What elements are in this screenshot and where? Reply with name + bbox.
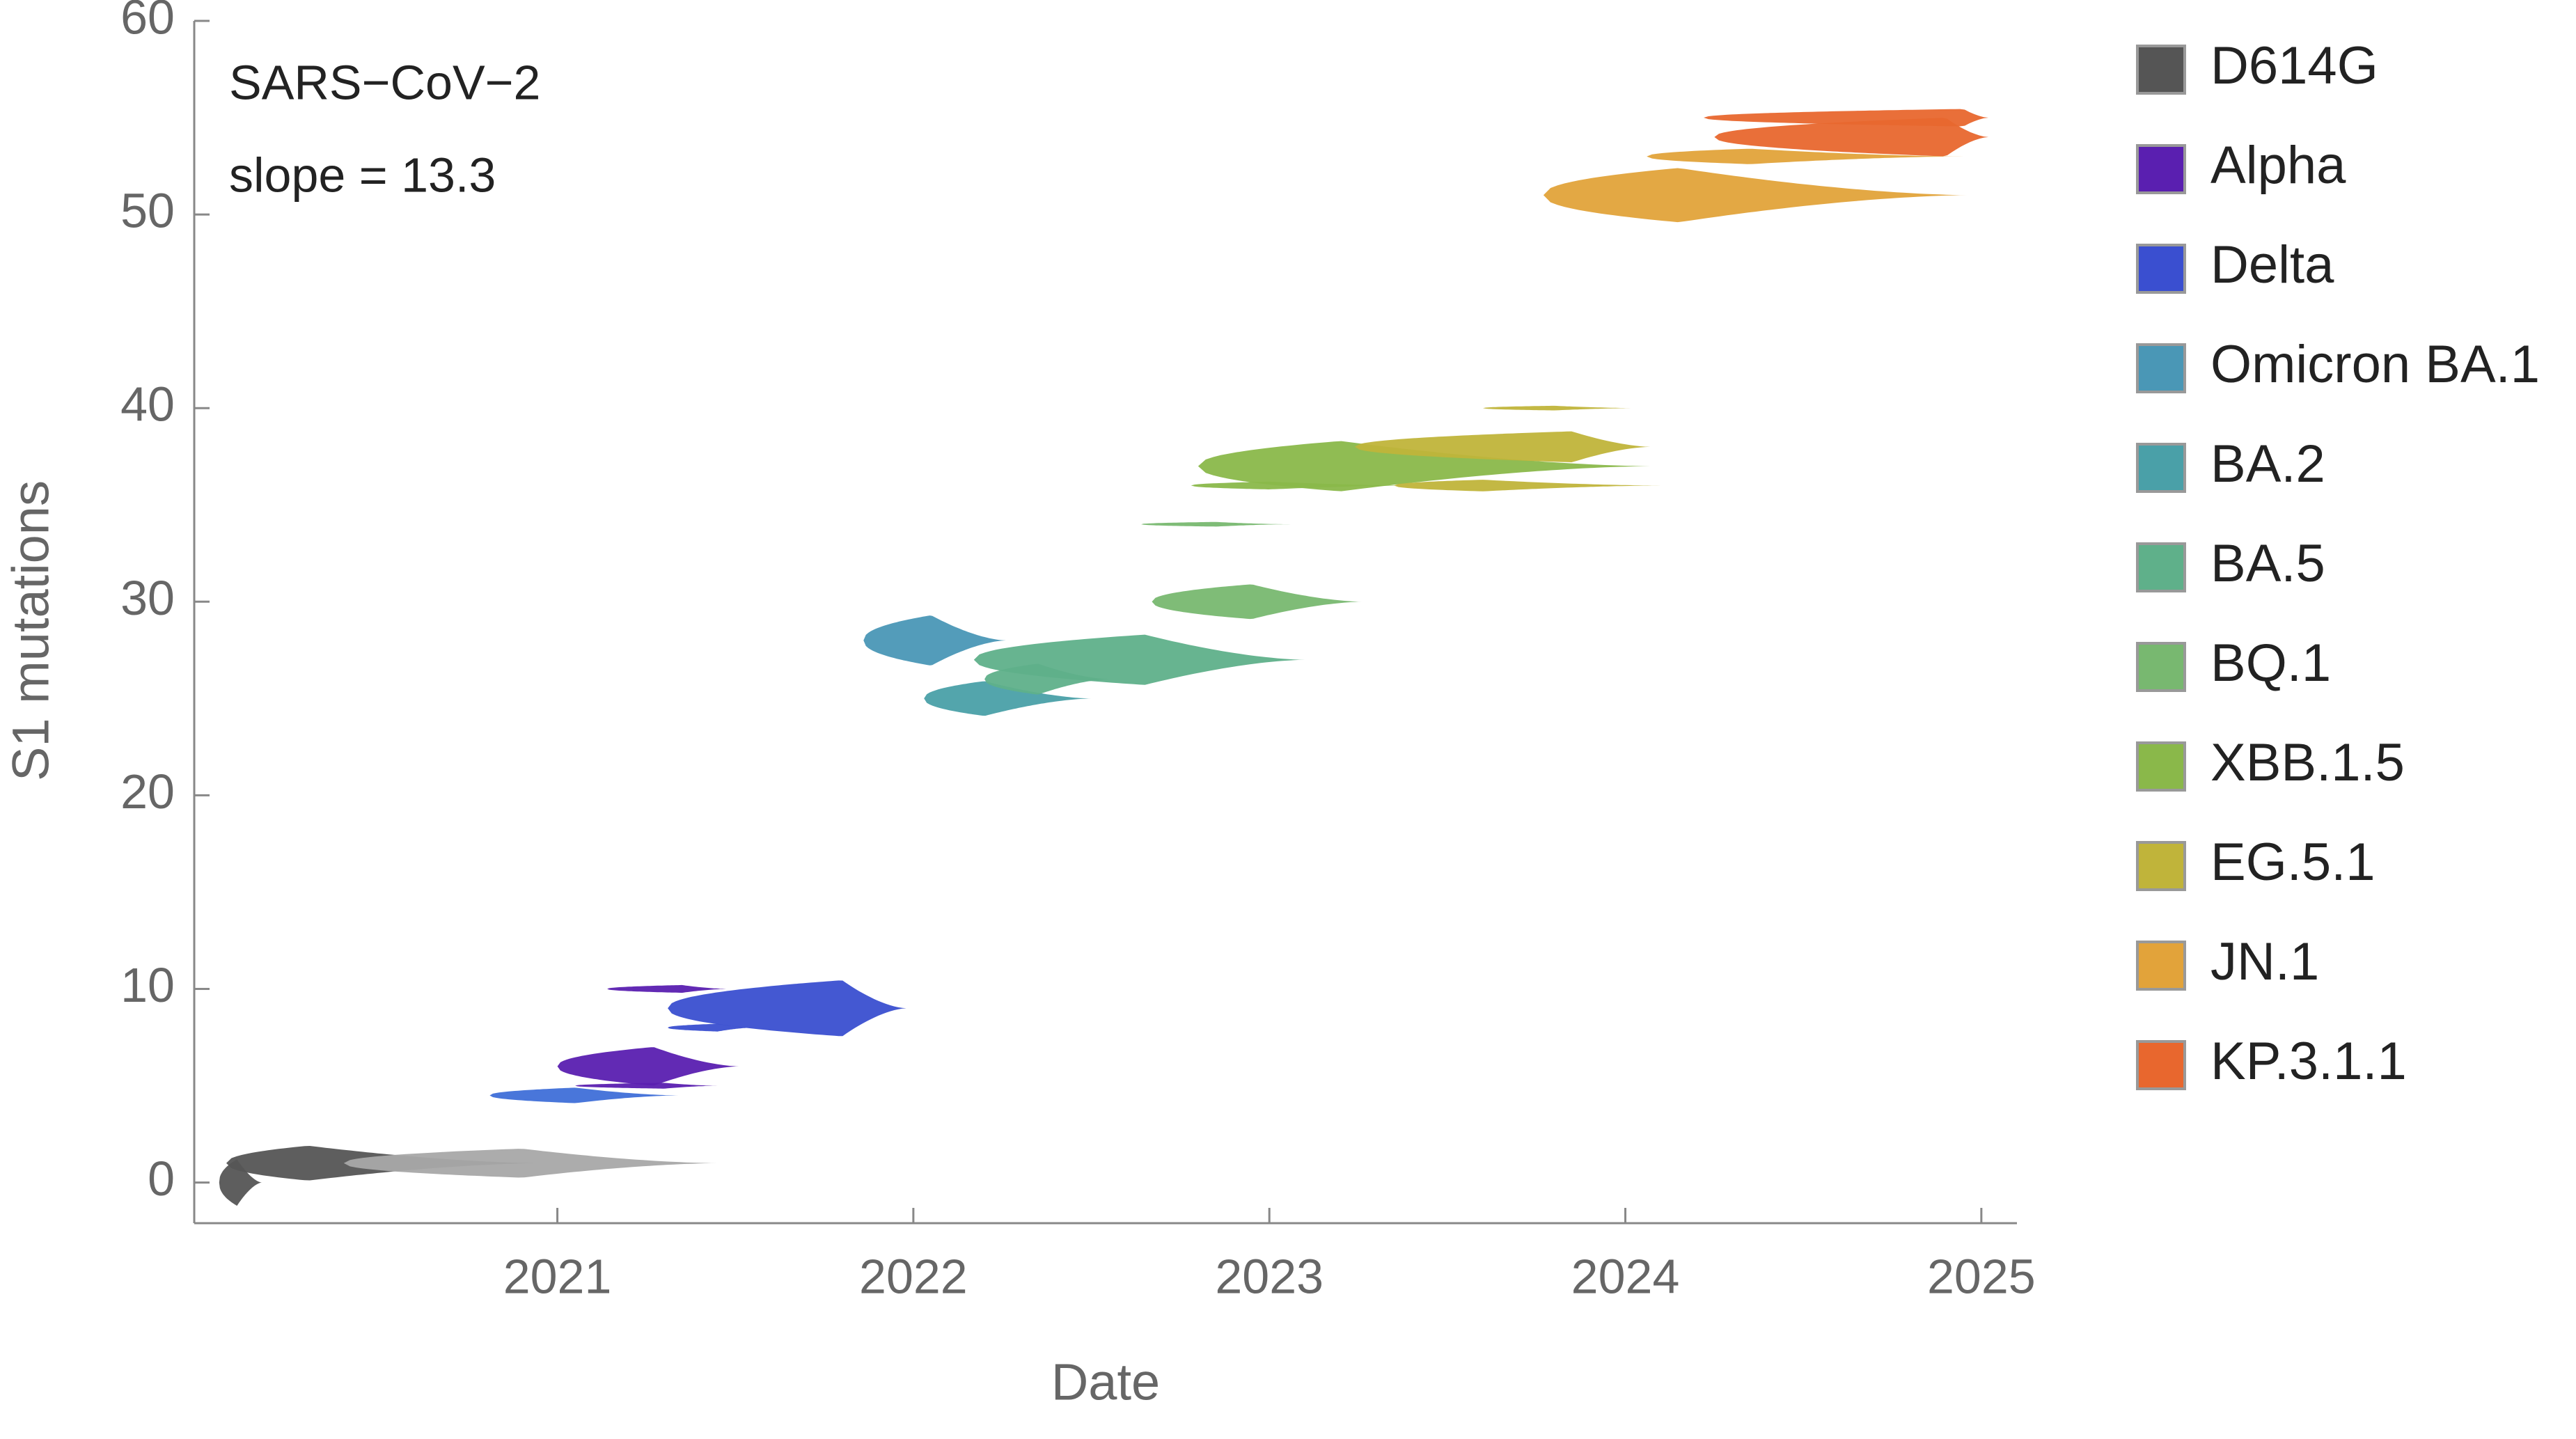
legend-swatch <box>2136 642 2186 692</box>
legend-swatch <box>2136 741 2186 792</box>
lineage-blob <box>1354 431 1651 462</box>
lineage-blob <box>575 1083 718 1089</box>
lineage-blob <box>924 681 1092 716</box>
legend-label: JN.1 <box>2210 932 2319 991</box>
annotation: SARS−CoV−2 <box>229 55 540 109</box>
legend-label: EG.5.1 <box>2210 833 2375 892</box>
lineage-blob <box>1197 441 1651 492</box>
y-tick-label: 50 <box>120 184 175 238</box>
legend-label: BQ.1 <box>2210 634 2331 693</box>
x-tick-label: 2023 <box>1215 1249 1324 1303</box>
lineage-blob <box>668 1023 753 1032</box>
lineage-blob <box>1191 481 1412 489</box>
legend-swatch <box>2136 244 2186 294</box>
lineage-blob <box>1141 521 1291 527</box>
x-tick-label: 2024 <box>1571 1249 1680 1303</box>
legend-label: D614G <box>2210 36 2378 95</box>
legend-swatch <box>2136 841 2186 891</box>
lineage-blob <box>1394 480 1661 492</box>
y-axis-title: S1 mutations <box>2 480 60 781</box>
lineage-blob <box>1704 109 1989 127</box>
lineage-blob <box>343 1149 718 1178</box>
annotation: slope = 13.3 <box>229 148 496 202</box>
y-tick-label: 60 <box>120 0 175 44</box>
legend-label: BA.2 <box>2210 434 2325 494</box>
lineage-blob <box>1152 584 1362 620</box>
y-tick-label: 10 <box>120 958 175 1012</box>
y-tick-label: 40 <box>120 377 175 432</box>
legend-swatch <box>2136 542 2186 592</box>
legend-label: XBB.1.5 <box>2210 733 2405 792</box>
lineage-blob <box>1647 148 1964 164</box>
legend-label: KP.3.1.1 <box>2210 1032 2407 1091</box>
x-tick-label: 2021 <box>503 1249 612 1303</box>
legend-swatch <box>2136 343 2186 393</box>
legend-label: Alpha <box>2210 136 2346 195</box>
y-tick-label: 20 <box>120 764 175 819</box>
lineage-blob <box>219 1159 262 1206</box>
lineage-blob <box>863 615 1006 666</box>
lineage-blob <box>984 663 1110 695</box>
lineage-blob <box>489 1087 679 1103</box>
x-axis-title: Date <box>1051 1353 1160 1411</box>
legend-label: Delta <box>2210 235 2334 294</box>
y-tick-label: 30 <box>120 571 175 625</box>
x-tick-label: 2022 <box>859 1249 968 1303</box>
lineage-blob <box>607 984 728 993</box>
lineage-blob <box>1483 405 1636 411</box>
legend-swatch <box>2136 144 2186 194</box>
lineage-blob <box>668 980 906 1037</box>
y-tick-label: 0 <box>148 1151 175 1206</box>
legend-swatch <box>2136 45 2186 95</box>
legend-label: BA.5 <box>2210 534 2325 593</box>
legend-swatch <box>2136 1040 2186 1090</box>
legend-label: Omicron BA.1 <box>2210 335 2540 394</box>
lineage-blob <box>1714 118 1989 157</box>
legend-swatch <box>2136 941 2186 991</box>
lineage-blob <box>557 1047 739 1086</box>
lineage-blob <box>1543 168 1968 223</box>
x-tick-label: 2025 <box>1927 1249 2036 1303</box>
legend-swatch <box>2136 443 2186 493</box>
